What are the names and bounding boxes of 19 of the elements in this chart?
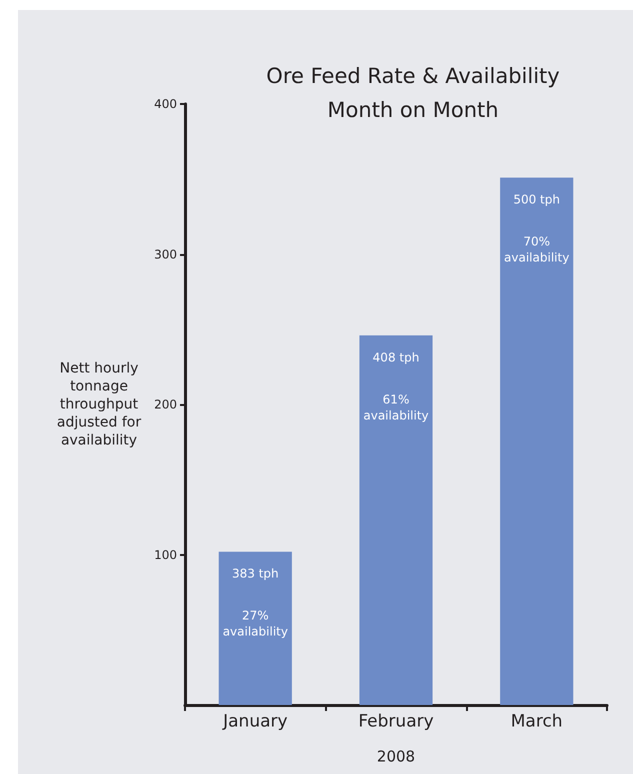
bar: [500, 178, 574, 705]
x-tick-label: March: [510, 712, 563, 732]
annotation: 383 tph: [232, 566, 279, 581]
y-tick-label: 300: [154, 247, 177, 262]
y-tick-label: 400: [154, 97, 177, 111]
x-tick-label: February: [358, 712, 434, 732]
bar: [359, 335, 433, 705]
annotation: 70% availability: [504, 234, 570, 265]
y-tick-label: 100: [154, 548, 177, 562]
annotation: 408 tph: [372, 350, 420, 364]
y-axis-title: Nett hourly tonnage throughput adjusted for availability: [56, 360, 142, 448]
x-axis-title: 2008: [376, 748, 416, 766]
x-tick-label: January: [222, 712, 288, 732]
bar: [218, 552, 292, 705]
annotation: 61% availability: [363, 392, 429, 422]
annotation: 27% availability: [222, 608, 288, 639]
annotation: 500 tph: [513, 192, 560, 207]
chart-title: Ore Feed Rate & Availability Month on Month: [266, 64, 560, 122]
y-tick-label: 200: [154, 398, 177, 412]
